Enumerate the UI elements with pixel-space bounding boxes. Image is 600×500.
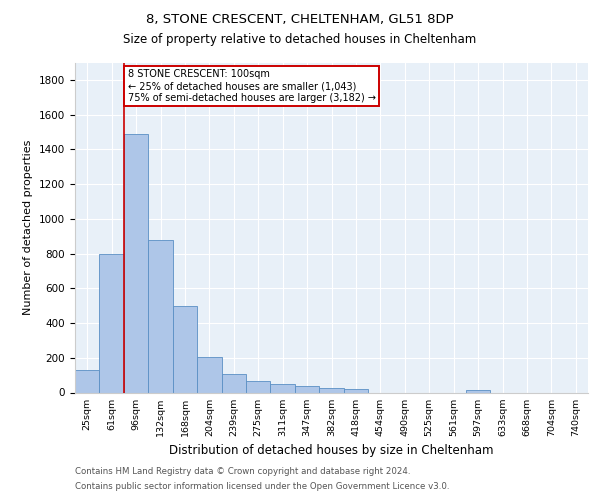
Bar (100, 254, 124, 392)
Text: 8, STONE CRESCENT, CHELTENHAM, GL51 8DP: 8, STONE CRESCENT, CHELTENHAM, GL51 8DP (146, 12, 454, 26)
Text: 8 STONE CRESCENT: 100sqm
← 25% of detached houses are smaller (1,043)
75% of sem: 8 STONE CRESCENT: 100sqm ← 25% of detach… (128, 70, 376, 102)
Bar (197, 357, 221, 392)
Bar (173, 306, 197, 392)
Bar (344, 390, 368, 392)
Bar (75, 370, 100, 392)
Bar (246, 381, 271, 392)
Bar (466, 390, 490, 392)
Text: Contains public sector information licensed under the Open Government Licence v3: Contains public sector information licen… (75, 482, 449, 491)
Bar (319, 388, 344, 392)
X-axis label: Distribution of detached houses by size in Cheltenham: Distribution of detached houses by size … (169, 444, 494, 457)
Text: Size of property relative to detached houses in Cheltenham: Size of property relative to detached ho… (124, 32, 476, 46)
Y-axis label: Number of detached properties: Number of detached properties (23, 140, 34, 315)
Text: Contains HM Land Registry data © Crown copyright and database right 2024.: Contains HM Land Registry data © Crown c… (75, 467, 410, 476)
Bar (148, 240, 173, 392)
Bar (295, 386, 319, 392)
Bar (221, 374, 246, 392)
Bar (124, 134, 148, 392)
Bar (271, 384, 295, 392)
